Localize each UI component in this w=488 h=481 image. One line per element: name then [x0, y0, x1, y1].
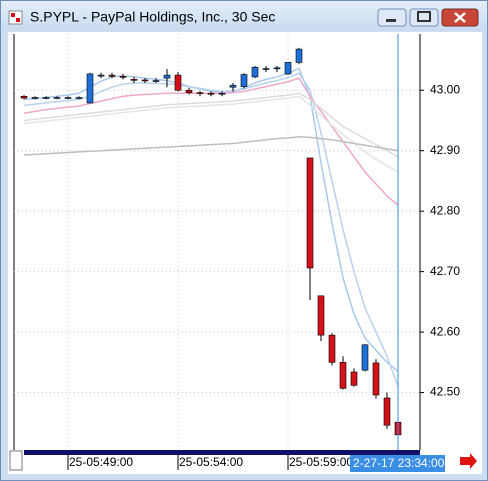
- close-button[interactable]: [441, 8, 479, 27]
- candle-body: [251, 66, 259, 78]
- candle-body: [108, 74, 116, 77]
- candle-body: [229, 85, 237, 88]
- y-tick-label: 42.90: [430, 143, 460, 157]
- y-tick-label: 42.50: [430, 385, 460, 399]
- candle-body: [372, 362, 380, 396]
- candle-body: [152, 80, 160, 82]
- y-tick-label: 42.80: [430, 203, 460, 217]
- candle-body: [64, 97, 72, 99]
- candle-body: [218, 92, 226, 95]
- candle-body: [284, 62, 292, 75]
- y-tick-label: 43.00: [430, 82, 460, 96]
- candle-body: [273, 67, 281, 70]
- x-tick-label: 25-05:59:00: [289, 455, 353, 469]
- scroll-right-arrow[interactable]: [460, 453, 477, 469]
- indicator-line: [23, 95, 399, 173]
- candle-body: [196, 92, 204, 94]
- candle-body: [174, 74, 182, 91]
- x-tick-label: 25-05:49:00: [69, 455, 133, 469]
- chart-area: [8, 32, 482, 474]
- candle-body: [42, 97, 50, 99]
- candle-body: [130, 79, 138, 81]
- scroll-box[interactable]: [9, 450, 23, 471]
- indicator-line: [23, 72, 399, 387]
- cursor-label: 2-27-17 23:34:00: [353, 456, 445, 470]
- candle-body: [97, 74, 105, 77]
- indicator-line: [23, 136, 399, 156]
- candle-body: [383, 397, 391, 426]
- maximize-button[interactable]: [409, 8, 439, 27]
- candle-body: [240, 74, 248, 87]
- candle-body: [119, 76, 127, 78]
- candle-body: [20, 95, 28, 99]
- candle-body: [53, 97, 61, 99]
- window-title: S.PYPL - PayPal Holdings, Inc., 30 Sec: [30, 9, 275, 25]
- candle-body: [141, 79, 149, 82]
- y-tick-label: 42.70: [430, 264, 460, 278]
- x-tick-label: 25-05:54:00: [179, 455, 243, 469]
- candle-body: [207, 92, 215, 95]
- volume-strip: [24, 450, 420, 455]
- candle-body: [262, 68, 270, 70]
- minimize-button[interactable]: [377, 8, 407, 27]
- candle-body: [350, 371, 358, 386]
- app-icon: [8, 10, 23, 25]
- candle-body: [339, 362, 347, 389]
- candle-body: [295, 48, 303, 63]
- candle-body: [317, 295, 325, 336]
- candle-body: [328, 334, 336, 363]
- candle-body: [31, 97, 39, 99]
- candle-body: [306, 157, 314, 269]
- candle-body: [163, 74, 171, 79]
- cursor-label-box: [350, 455, 445, 472]
- indicator-line: [23, 92, 399, 158]
- candle-body: [361, 344, 369, 371]
- candle-body: [86, 73, 94, 104]
- y-tick-label: 42.60: [430, 324, 460, 338]
- candle-body: [185, 89, 193, 93]
- candle-body: [75, 97, 83, 99]
